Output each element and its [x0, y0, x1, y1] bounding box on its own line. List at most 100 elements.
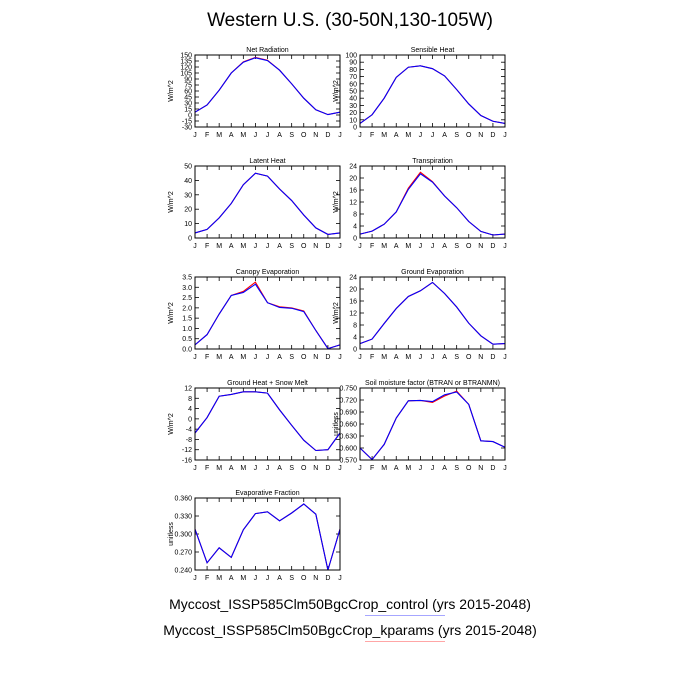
x-tick-label: A — [277, 575, 282, 582]
x-tick-label: N — [313, 465, 318, 472]
x-tick-label: A — [442, 243, 447, 250]
y-tick-label: 0.720 — [339, 398, 357, 405]
x-tick-label: J — [338, 354, 342, 361]
x-tick-label: S — [454, 132, 459, 139]
y-tick-label: 4 — [353, 335, 357, 342]
y-tick-label: 2.0 — [182, 305, 192, 312]
y-axis-label: W/m^2 — [168, 191, 175, 213]
x-tick-label: D — [490, 465, 495, 472]
x-tick-label: A — [394, 354, 399, 361]
x-tick-label: J — [338, 465, 342, 472]
x-tick-label: J — [419, 354, 423, 361]
y-tick-label: 20 — [184, 207, 192, 214]
plot-frame — [194, 387, 341, 461]
y-axis-label: W/m^2 — [333, 80, 340, 102]
y-tick-label: 60 — [184, 89, 192, 96]
y-axis-label: W/m^2 — [168, 413, 175, 435]
y-tick-label: 30 — [184, 192, 192, 199]
y-tick-label: 1.5 — [182, 316, 192, 323]
x-tick-label: M — [405, 243, 411, 250]
chart-panel: Net Radiation W/m^2 -30-150153045607590105… — [168, 47, 342, 139]
y-tick-label: 3.5 — [182, 275, 192, 282]
x-tick-label: J — [266, 575, 270, 582]
series-line — [359, 65, 506, 124]
chart-panel: Soil moisture factor (BTRAN or BTRANMN) u… — [333, 380, 507, 472]
x-tick-label: M — [240, 354, 246, 361]
chart-panel: Canopy Evaporation W/m^2 0.0 0.5 1.0 1.5 2.0 2.… — [168, 269, 342, 361]
y-tick-label: 20 — [349, 287, 357, 294]
x-tick-label: J — [503, 354, 507, 361]
chart-title: Latent Heat — [249, 158, 285, 165]
legend-swatch-kparams — [365, 641, 445, 642]
series-line — [194, 172, 341, 235]
y-tick-label: 20 — [349, 176, 357, 183]
x-tick-label: J — [419, 243, 423, 250]
plot-frame — [194, 54, 341, 128]
y-tick-label: 100 — [345, 53, 357, 60]
x-tick-label: F — [205, 465, 209, 472]
x-tick-label: J — [503, 465, 507, 472]
y-tick-label: 0 — [188, 236, 192, 243]
y-tick-label: 0.600 — [339, 446, 357, 453]
x-tick-label: J — [431, 132, 435, 139]
y-tick-label: 105 — [180, 71, 192, 78]
x-tick-label: M — [240, 132, 246, 139]
x-tick-label: O — [466, 354, 472, 361]
plot-frame — [194, 165, 341, 239]
plot-frame — [359, 276, 506, 350]
x-tick-label: A — [277, 132, 282, 139]
x-tick-label: A — [394, 132, 399, 139]
x-tick-label: J — [254, 132, 258, 139]
x-tick-label: F — [370, 243, 374, 250]
y-tick-label: 0 — [353, 347, 357, 354]
y-tick-label: 12 — [349, 200, 357, 207]
x-tick-label: M — [216, 465, 222, 472]
y-tick-label: 8 — [353, 212, 357, 219]
y-tick-label: 10 — [349, 117, 357, 124]
x-tick-label: D — [490, 132, 495, 139]
x-tick-label: A — [229, 243, 234, 250]
series-line — [194, 281, 341, 350]
x-tick-label: A — [229, 465, 234, 472]
x-tick-label: M — [216, 243, 222, 250]
x-tick-label: J — [431, 243, 435, 250]
y-axis-label: unitless — [168, 522, 175, 546]
legend-swatch-control — [365, 615, 445, 616]
x-tick-label: M — [216, 132, 222, 139]
y-tick-label: 45 — [184, 95, 192, 102]
x-tick-label: D — [325, 132, 330, 139]
y-tick-label: 0.630 — [339, 434, 357, 441]
y-tick-label: -8 — [186, 437, 192, 444]
y-tick-label: 30 — [184, 101, 192, 108]
chart-title: Net Radiation — [246, 47, 289, 54]
x-tick-label: D — [325, 243, 330, 250]
y-tick-label: 24 — [349, 275, 357, 282]
y-tick-label: -16 — [182, 458, 192, 465]
x-tick-label: J — [266, 354, 270, 361]
series-line — [359, 391, 506, 461]
x-tick-label: O — [466, 465, 472, 472]
x-tick-label: N — [478, 132, 483, 139]
y-tick-label: 4 — [188, 406, 192, 413]
y-tick-label: 15 — [184, 107, 192, 114]
x-tick-label: M — [381, 132, 387, 139]
series-line — [194, 56, 341, 116]
x-tick-label: M — [381, 465, 387, 472]
chart-title: Sensible Heat — [411, 47, 455, 54]
x-tick-label: F — [205, 575, 209, 582]
x-tick-label: J — [338, 243, 342, 250]
x-tick-label: D — [325, 354, 330, 361]
x-tick-label: M — [240, 243, 246, 250]
series-line — [359, 281, 506, 345]
series-line — [194, 57, 341, 116]
y-tick-label: 0.750 — [339, 386, 357, 393]
y-tick-label: 0.690 — [339, 410, 357, 417]
series-line — [194, 503, 341, 571]
y-axis-label: W/m^2 — [333, 302, 340, 324]
y-axis-label: unitless — [333, 412, 340, 436]
chart-title: Ground Evaporation — [401, 269, 464, 276]
y-tick-label: 0.0 — [182, 347, 192, 354]
y-tick-label: 50 — [184, 164, 192, 171]
x-tick-label: J — [358, 243, 362, 250]
